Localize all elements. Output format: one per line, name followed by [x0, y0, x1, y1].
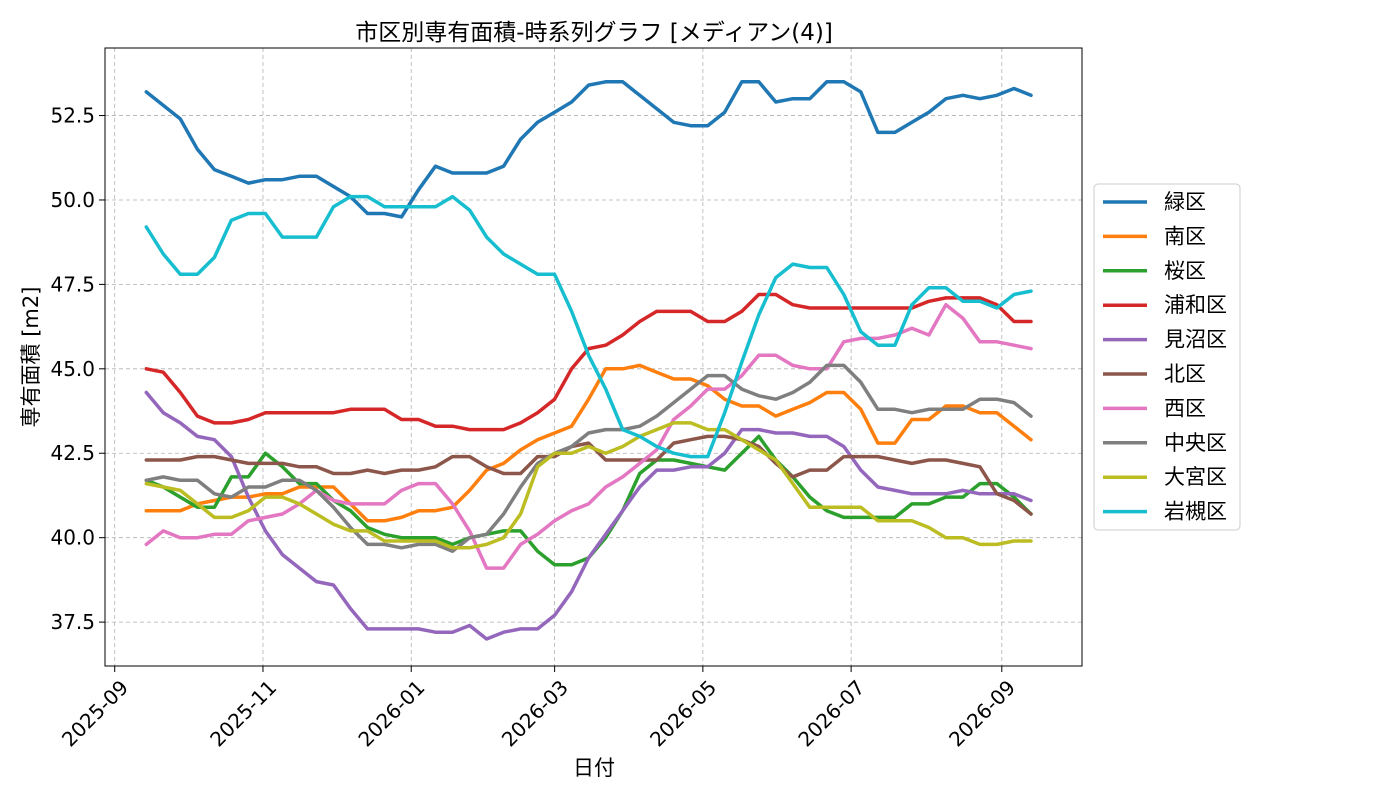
legend-item: 見沼区: [1103, 328, 1227, 352]
legend-label: 大宮区: [1164, 465, 1227, 489]
series-line-西区: [144, 302, 1033, 570]
legend-item: 岩槻区: [1103, 500, 1227, 524]
y-tick-label: 50.0: [50, 188, 95, 212]
x-tick-label: 2026-05: [645, 675, 721, 751]
series-line-北区: [144, 434, 1033, 516]
legend-label: 中央区: [1164, 431, 1227, 455]
grid: [105, 48, 1082, 666]
legend-label: 桜区: [1164, 259, 1206, 283]
y-axis-label: 専有面積 [m2]: [19, 287, 43, 428]
y-tick-label: 40.0: [50, 526, 95, 550]
series-line-浦和区: [144, 292, 1033, 432]
legend-item: 桜区: [1103, 259, 1206, 283]
x-tick-label: 2025-11: [205, 675, 281, 751]
x-axis-ticks: 2025-09 2025-11 2026-01 2026-03 2026-05 2026-…: [57, 666, 1020, 751]
plot-lines: [144, 80, 1033, 641]
chart-title: 市区別専有面積-時系列グラフ [メディアン(4)]: [355, 20, 833, 46]
series-line-見沼区: [144, 390, 1033, 641]
legend-label: 緑区: [1164, 190, 1206, 214]
legend-label: 南区: [1164, 224, 1206, 248]
y-tick-label: 52.5: [50, 104, 95, 128]
series-line-岩槻区: [144, 194, 1033, 459]
legend-item: 中央区: [1103, 431, 1227, 455]
legend-label: 浦和区: [1164, 293, 1227, 317]
legend-item: 南区: [1103, 224, 1206, 248]
series-line-南区: [144, 363, 1033, 523]
series-line-緑区: [144, 80, 1033, 219]
legend-item: 西区: [1103, 396, 1206, 420]
x-tick-label: 2025-09: [57, 675, 133, 751]
legend-item: 浦和区: [1103, 293, 1227, 317]
series-line-桜区: [144, 434, 1033, 567]
y-tick-label: 42.5: [50, 441, 95, 465]
y-tick-label: 45.0: [50, 357, 95, 381]
y-tick-label: 47.5: [50, 272, 95, 296]
legend-label: 見沼区: [1164, 328, 1227, 352]
x-tick-label: 2026-07: [793, 675, 869, 751]
legend-label: 西区: [1164, 396, 1206, 420]
series-line-中央区: [144, 363, 1033, 553]
y-axis-ticks: 37.5 40.0 42.5 45.0 47.5 50.0 52.5: [50, 104, 105, 634]
x-tick-label: 2026-09: [944, 675, 1020, 751]
legend-label: 北区: [1164, 362, 1206, 386]
legend-label: 岩槻区: [1164, 500, 1227, 524]
legend-item: 緑区: [1103, 190, 1206, 214]
x-axis-label: 日付: [573, 756, 615, 780]
series-line-大宮区: [144, 421, 1033, 550]
y-tick-label: 37.5: [50, 610, 95, 634]
x-tick-label: 2026-03: [497, 675, 573, 751]
legend-item: 北区: [1103, 362, 1206, 386]
plot-area-frame: [104, 47, 1083, 667]
legend-item: 大宮区: [1103, 465, 1227, 489]
x-tick-label: 2026-01: [353, 675, 429, 751]
